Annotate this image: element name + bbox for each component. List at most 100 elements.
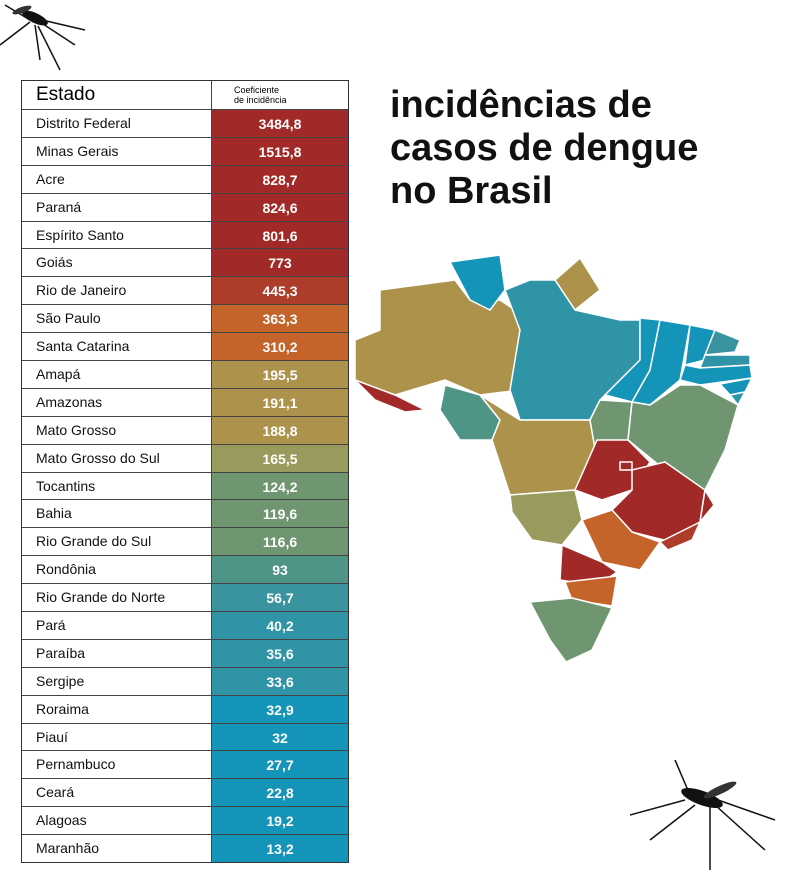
table-row: Sergipe 33,6 xyxy=(22,666,348,695)
state-name: Roraima xyxy=(22,695,212,723)
state-name: Acre xyxy=(22,165,212,193)
table-row: Santa Catarina 310,2 xyxy=(22,332,348,361)
state-rio-de-janeiro xyxy=(659,521,701,551)
incidence-value: 119,6 xyxy=(212,500,348,528)
table-row: Distrito Federal 3484,8 xyxy=(22,109,348,137)
state-distrito-federal xyxy=(619,461,633,471)
header-coef-line2: de incidência xyxy=(234,95,287,105)
incidence-value: 191,1 xyxy=(212,388,348,416)
incidence-value: 828,7 xyxy=(212,165,348,193)
table-row: Goiás 773 xyxy=(22,248,348,277)
state-acre xyxy=(354,379,426,413)
state-name: Rio Grande do Norte xyxy=(22,584,212,612)
header-coeficiente: Coeficiente de incidência xyxy=(212,81,348,109)
state-espirito-santo xyxy=(699,489,715,523)
state-name: Rondônia xyxy=(22,556,212,584)
incidence-value: 801,6 xyxy=(212,221,348,249)
title-line: no Brasil xyxy=(390,170,553,212)
page-title: incidências de casos de dengue no Brasil xyxy=(390,84,698,213)
state-name: Paraíba xyxy=(22,639,212,667)
state-name: Santa Catarina xyxy=(22,333,212,361)
table-row: Espírito Santo 801,6 xyxy=(22,220,348,249)
state-name: Rio Grande do Sul xyxy=(22,528,212,556)
table-row: Tocantins 124,2 xyxy=(22,471,348,500)
incidence-value: 3484,8 xyxy=(212,110,348,137)
state-name: Pará xyxy=(22,612,212,639)
state-name: Minas Gerais xyxy=(22,137,212,165)
state-sergipe xyxy=(729,391,746,406)
state-name: Mato Grosso do Sul xyxy=(22,444,212,472)
state-name: Pernambuco xyxy=(22,751,212,779)
incidence-value: 40,2 xyxy=(212,612,348,639)
table-row: Rio de Janeiro 445,3 xyxy=(22,276,348,305)
header-coef-line1: Coeficiente xyxy=(234,85,280,95)
incidence-value: 19,2 xyxy=(212,807,348,835)
incidence-value: 1515,8 xyxy=(212,137,348,165)
table-row: Pernambuco 27,7 xyxy=(22,750,348,779)
state-santa-catarina xyxy=(564,575,618,607)
table-row: Bahia 119,6 xyxy=(22,499,348,528)
state-name: Mato Grosso xyxy=(22,416,212,444)
incidence-value: 22,8 xyxy=(212,779,348,807)
state-name: Amazonas xyxy=(22,388,212,416)
table-row: Minas Gerais 1515,8 xyxy=(22,136,348,165)
incidence-value: 188,8 xyxy=(212,416,348,444)
incidence-value: 773 xyxy=(212,249,348,277)
table-row: Paraná 824,6 xyxy=(22,192,348,221)
title-line: casos de dengue xyxy=(390,127,699,169)
state-rio-grande-do-norte xyxy=(704,329,741,356)
state-name: Ceará xyxy=(22,779,212,807)
table-row: Piauí 32 xyxy=(22,722,348,751)
incidence-value: 363,3 xyxy=(212,305,348,333)
table-row: Acre 828,7 xyxy=(22,164,348,193)
state-name: São Paulo xyxy=(22,305,212,333)
state-name: Rio de Janeiro xyxy=(22,277,212,305)
table-row: Maranhão 13,2 xyxy=(22,834,348,863)
mosquito-icon xyxy=(630,760,776,870)
incidence-value: 33,6 xyxy=(212,667,348,695)
table-row: Mato Grosso do Sul 165,5 xyxy=(22,443,348,472)
state-amazonas xyxy=(354,279,531,396)
table-row: Paraíba 35,6 xyxy=(22,638,348,667)
table-row: Pará 40,2 xyxy=(22,611,348,639)
state-rio-grande-do-sul xyxy=(529,597,613,663)
incidence-value: 445,3 xyxy=(212,277,348,305)
incidence-value: 13,2 xyxy=(212,835,348,863)
state-bahia xyxy=(627,384,739,491)
incidence-value: 27,7 xyxy=(212,751,348,779)
state-name: Amapá xyxy=(22,361,212,388)
state-name: Maranhão xyxy=(22,835,212,863)
table-row: Roraima 32,9 xyxy=(22,694,348,723)
mosquito-icon xyxy=(0,4,86,71)
state-name: Paraná xyxy=(22,193,212,221)
incidence-value: 32,9 xyxy=(212,695,348,723)
state-mato-grosso-do-sul xyxy=(509,489,583,546)
state-name: Alagoas xyxy=(22,807,212,835)
table-row: Amazonas 191,1 xyxy=(22,387,348,416)
table-row: Rondônia 93 xyxy=(22,555,348,584)
incidence-value: 824,6 xyxy=(212,193,348,221)
table-row: Rio Grande do Norte 56,7 xyxy=(22,583,348,612)
incidence-table: Estado Coeficiente de incidência Distrito… xyxy=(21,80,349,864)
incidence-value: 195,5 xyxy=(212,361,348,388)
incidence-value: 35,6 xyxy=(212,639,348,667)
state-name: Tocantins xyxy=(22,472,212,500)
state-name: Sergipe xyxy=(22,667,212,695)
incidence-value: 116,6 xyxy=(212,528,348,556)
table-row: Ceará 22,8 xyxy=(22,778,348,807)
header-estado: Estado xyxy=(22,81,212,109)
title-line: incidências de xyxy=(390,84,652,126)
table-row: São Paulo 363,3 xyxy=(22,304,348,333)
incidence-value: 124,2 xyxy=(212,472,348,500)
state-name: Bahia xyxy=(22,500,212,528)
table-row: Rio Grande do Sul 116,6 xyxy=(22,527,348,556)
incidence-value: 310,2 xyxy=(212,333,348,361)
table-row: Amapá 195,5 xyxy=(22,360,348,388)
incidence-value: 32 xyxy=(212,723,348,751)
state-name: Espírito Santo xyxy=(22,221,212,249)
incidence-value: 56,7 xyxy=(212,584,348,612)
incidence-value: 93 xyxy=(212,556,348,584)
state-name: Distrito Federal xyxy=(22,110,212,137)
state-name: Goiás xyxy=(22,249,212,277)
